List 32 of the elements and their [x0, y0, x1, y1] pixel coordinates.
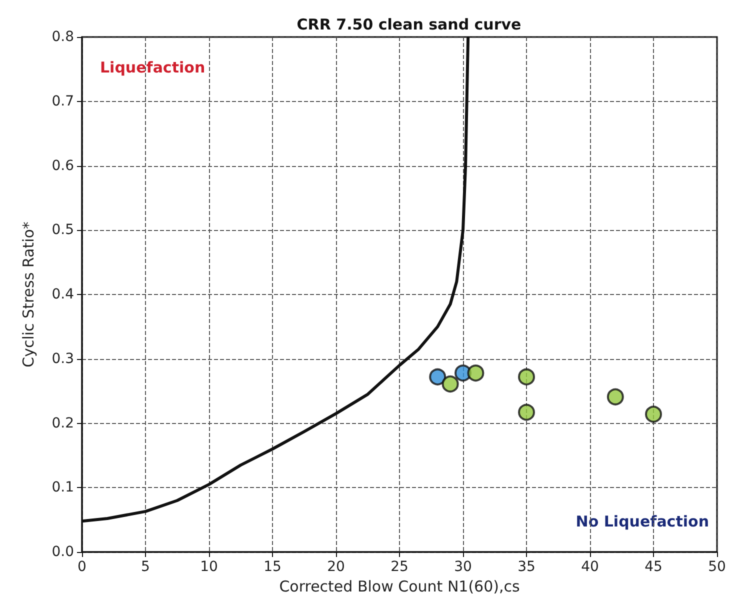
- annotation: No Liquefaction: [576, 512, 710, 530]
- y-tick-label: 0.2: [52, 415, 74, 432]
- x-tick-label: 5: [141, 559, 150, 575]
- y-tick-label: 0.5: [52, 222, 74, 238]
- y-axis-title: Cyclic Stress Ratio*: [20, 221, 38, 368]
- point: [518, 368, 535, 386]
- x-tick-label: 10: [200, 559, 218, 575]
- y-tick-label: 0.6: [52, 158, 74, 174]
- y-tick-label: 0.7: [52, 93, 74, 110]
- y-tick-label: 0.3: [52, 350, 74, 367]
- x-tick-label: 40: [581, 559, 599, 575]
- x-tick-label: 50: [708, 559, 726, 575]
- x-tick-label: 0: [78, 559, 86, 575]
- y-tick-label: 0.1: [52, 480, 74, 496]
- chart-title: CRR 7.50 clean sand curve: [296, 16, 522, 34]
- point: [606, 388, 624, 406]
- x-axis-title: Corrected Blow Count N1(60),cs: [279, 577, 520, 596]
- annotation: Liquefaction: [100, 58, 206, 76]
- point: [442, 375, 459, 392]
- y-tick-label: 0.8: [52, 29, 74, 45]
- y-tick-label: 0.0: [52, 544, 74, 560]
- point: [467, 364, 484, 382]
- x-tick-label: 20: [327, 559, 345, 575]
- y-tick-label: 0.4: [52, 286, 74, 302]
- point: [645, 406, 662, 423]
- x-tick-label: 15: [264, 559, 282, 575]
- point: [429, 368, 446, 386]
- point: [518, 404, 535, 421]
- x-tick-label: 45: [644, 559, 662, 575]
- x-tick-label: 25: [390, 559, 408, 575]
- x-tick-label: 35: [518, 559, 536, 575]
- x-tick-label: 30: [454, 559, 472, 575]
